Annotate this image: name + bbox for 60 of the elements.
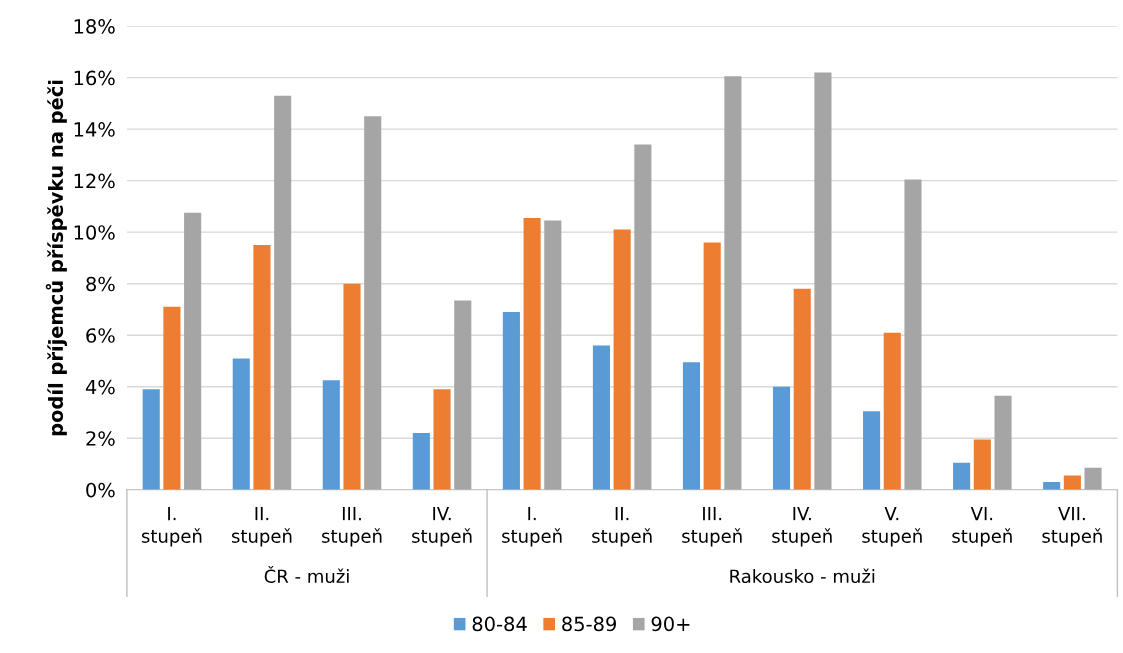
bar: [343, 283, 361, 490]
bar: [184, 212, 202, 490]
y-tick-label: 10%: [74, 225, 115, 240]
y-tick-label: 2%: [86, 431, 115, 446]
y-tick-label: 4%: [85, 379, 115, 395]
bar: [1063, 475, 1081, 490]
legend-label: 80-84: [472, 616, 527, 632]
bar: [163, 306, 181, 490]
x-tick-label: IV. stupeň: [772, 506, 832, 547]
bar: [634, 144, 652, 490]
x-tick-label: IV. stupeň: [412, 506, 472, 547]
bar: [613, 229, 631, 490]
x-tick-label: I. stupeň: [141, 506, 202, 547]
x-tick-label: III. stupeň: [322, 506, 382, 547]
x-tick-label: II. stupeň: [592, 506, 652, 547]
y-tick-label: 14%: [74, 122, 115, 137]
bar: [814, 72, 832, 490]
bar: [904, 179, 922, 490]
x-tick-label: III. stupeň: [682, 506, 742, 547]
y-tick-label: 6%: [86, 328, 115, 343]
bar: [454, 300, 472, 490]
x-tick-label: II. stupeň: [231, 506, 292, 547]
bar: [1043, 482, 1061, 490]
bar: [544, 220, 562, 490]
bar: [973, 439, 991, 490]
x-tick-label: I. stupeň: [502, 506, 562, 547]
bar: [232, 358, 250, 490]
bar: [703, 242, 721, 490]
text: Rakousko - muži: [730, 568, 875, 584]
y-tick-label: 12%: [74, 173, 115, 189]
x-tick-label: V. stupeň: [862, 506, 922, 547]
bar: [793, 288, 811, 490]
bar: [364, 116, 382, 490]
legend-label: 90+: [651, 616, 690, 632]
bar: [1084, 467, 1102, 490]
bar: [592, 345, 610, 490]
bar: [682, 362, 701, 490]
bar: [863, 411, 881, 490]
bar: [412, 433, 430, 490]
bar: [953, 462, 971, 490]
y-tick-label: 16%: [74, 70, 115, 86]
bar: [433, 389, 451, 490]
bar: [274, 95, 292, 490]
bar: [142, 389, 160, 490]
y-tick-label: 18%: [74, 19, 115, 34]
bar: [883, 332, 901, 490]
bar: [724, 76, 742, 490]
y-axis-title: podíl příjemců příspěvku na péči: [45, 80, 68, 436]
bar: [253, 245, 271, 490]
legend-label: 85-89: [562, 616, 616, 632]
bar: [772, 386, 791, 490]
text: ČR - muži: [264, 566, 349, 584]
bar: [523, 218, 541, 490]
y-tick-label: 8%: [86, 276, 115, 292]
x-tick-label: VII. stupeň: [1042, 506, 1102, 547]
x-tick-label: VI. stupeň: [952, 506, 1012, 547]
y-tick-label: 0%: [86, 482, 115, 498]
bar: [994, 395, 1012, 490]
bar: [322, 380, 340, 490]
bar: [502, 312, 520, 490]
